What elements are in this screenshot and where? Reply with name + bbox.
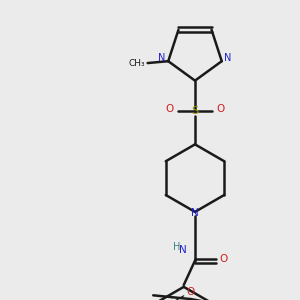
Text: O: O: [166, 104, 174, 114]
Text: O: O: [220, 254, 228, 264]
Text: O: O: [216, 104, 224, 114]
Text: H: H: [172, 242, 180, 253]
Text: N: N: [158, 53, 165, 63]
Text: N: N: [191, 208, 199, 218]
Text: N: N: [179, 245, 187, 255]
Text: O: O: [186, 287, 194, 297]
Text: N: N: [224, 53, 231, 63]
Text: CH₃: CH₃: [129, 58, 146, 68]
Text: S: S: [191, 106, 199, 116]
